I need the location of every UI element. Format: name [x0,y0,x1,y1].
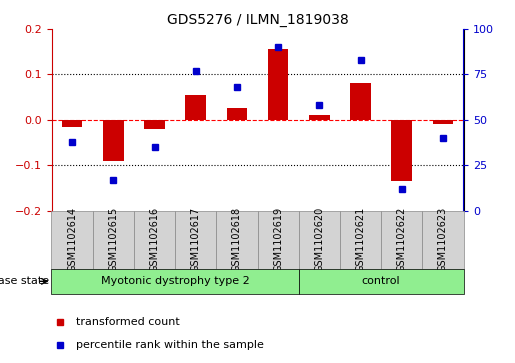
Bar [227,109,247,120]
Bar [391,120,412,181]
Text: disease state: disease state [0,276,49,286]
Bar [433,120,453,124]
Text: percentile rank within the sample: percentile rank within the sample [76,340,264,350]
Bar [309,115,330,120]
Bar [144,120,165,129]
Bar [350,83,371,120]
Bar [299,269,464,294]
Text: control: control [362,276,401,286]
Text: GSM1102617: GSM1102617 [191,207,201,272]
Bar [422,211,464,269]
Text: GSM1102621: GSM1102621 [355,207,366,272]
Bar [381,211,422,269]
Bar [340,211,381,269]
Text: GSM1102622: GSM1102622 [397,207,407,272]
Bar [93,211,134,269]
Text: GSM1102616: GSM1102616 [149,207,160,272]
Bar [175,211,216,269]
Text: GSM1102619: GSM1102619 [273,207,283,272]
Bar [52,211,93,269]
Bar [268,49,288,120]
Bar [134,211,175,269]
Bar [258,211,299,269]
Bar [103,120,124,160]
Bar [299,211,340,269]
Bar [62,120,82,127]
Text: GSM1102623: GSM1102623 [438,207,448,272]
Title: GDS5276 / ILMN_1819038: GDS5276 / ILMN_1819038 [167,13,348,26]
Text: Myotonic dystrophy type 2: Myotonic dystrophy type 2 [101,276,249,286]
Bar [216,211,258,269]
Text: GSM1102618: GSM1102618 [232,207,242,272]
Text: GSM1102615: GSM1102615 [108,207,118,272]
Text: transformed count: transformed count [76,317,180,327]
Bar [185,95,206,120]
Text: GSM1102614: GSM1102614 [67,207,77,272]
Text: GSM1102620: GSM1102620 [314,207,324,272]
Bar [52,269,299,294]
